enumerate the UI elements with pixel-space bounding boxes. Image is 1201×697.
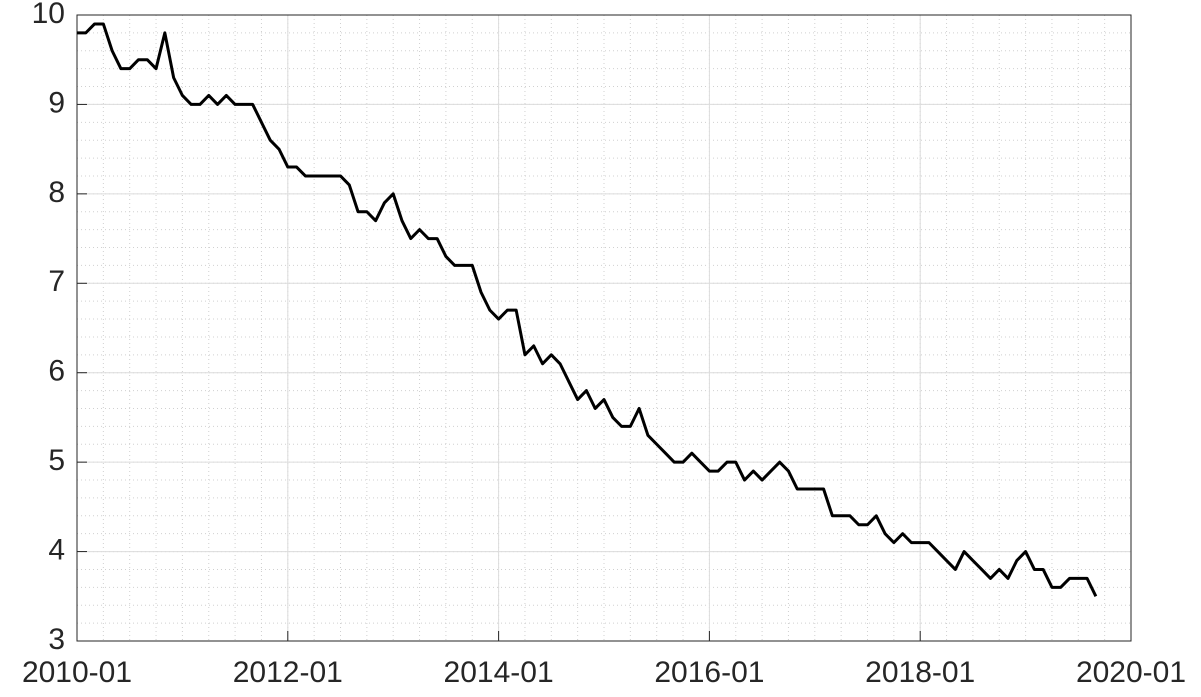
- x-tick-label: 2010-01: [22, 656, 132, 689]
- y-tick-label: 3: [48, 623, 65, 656]
- y-tick-label: 5: [48, 444, 65, 477]
- y-tick-label: 8: [48, 176, 65, 209]
- axes-box: [76, 14, 1132, 642]
- y-tick-label: 10: [32, 0, 65, 30]
- y-tick-label: 6: [48, 355, 65, 388]
- x-tick-label: 2016-01: [654, 656, 764, 689]
- x-tick-label: 2018-01: [865, 656, 975, 689]
- y-tick-label: 4: [48, 533, 65, 566]
- x-tick-label: 2012-01: [233, 656, 343, 689]
- y-tick-label: 9: [48, 86, 65, 119]
- y-tick-label: 7: [48, 265, 65, 298]
- x-tick-label: 2020-01: [1076, 656, 1186, 689]
- data-line: [77, 22, 1098, 597]
- x-tick-label: 2014-01: [444, 656, 554, 689]
